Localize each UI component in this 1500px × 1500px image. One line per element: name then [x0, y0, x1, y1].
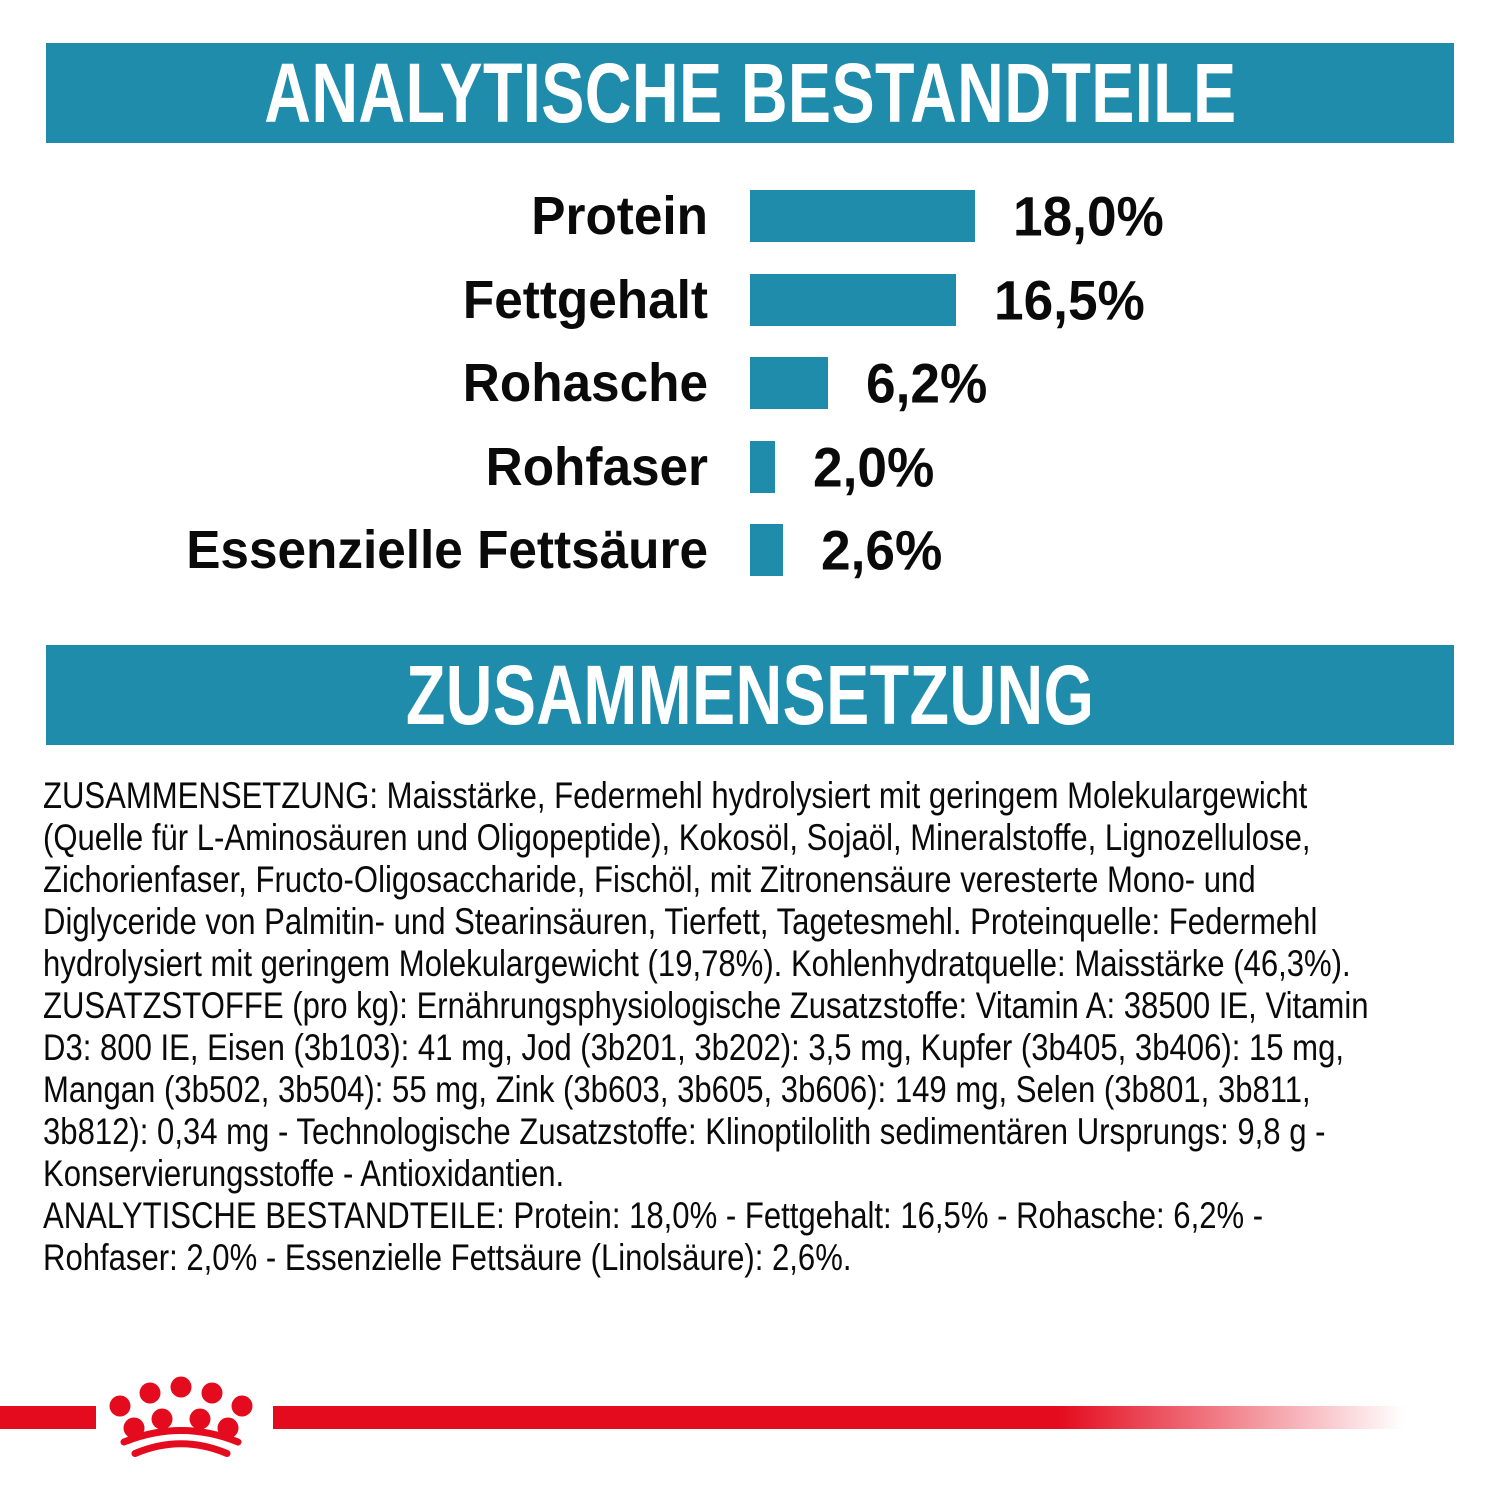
chart-label: Rohfaser	[485, 436, 708, 497]
chart-row-essential-fatty-acid: Essenzielle Fettsäure 2,6%	[0, 519, 1500, 582]
chart-bar	[750, 440, 775, 493]
chart-value: 16,5%	[994, 268, 1146, 331]
composition-title: ZUSAMMENSETZUNG	[405, 648, 1095, 742]
analytical-constituents-banner: ANALYTISCHE BESTANDTEILE	[46, 43, 1454, 143]
chart-label: Essenzielle Fettsäure	[186, 520, 708, 580]
red-stripe-left	[0, 1406, 96, 1429]
royal-canin-crown-icon	[109, 1376, 253, 1457]
chart-value: 6,2%	[865, 351, 987, 415]
chart-label: Protein	[531, 186, 708, 246]
chart-row-fibre: Rohfaser 2,0%	[0, 435, 1500, 498]
chart-bar	[750, 273, 957, 326]
composition-banner: ZUSAMMENSETZUNG	[46, 645, 1454, 745]
chart-row-ash: Rohasche 6,2%	[0, 352, 1500, 415]
chart-bar	[750, 190, 975, 242]
chart-value: 2,6%	[820, 518, 942, 582]
chart-row-protein: Protein 18,0%	[0, 185, 1500, 248]
chart-value: 2,0%	[813, 435, 935, 498]
composition-text: ZUSAMMENSETZUNG: Maisstärke, Federmehl h…	[43, 775, 1369, 1278]
chart-row-fat: Fettgehalt 16,5%	[0, 268, 1500, 331]
red-stripe-right	[273, 1406, 1463, 1429]
analytical-constituents-chart: Protein 18,0% Fettgehalt 16,5% Rohasche …	[0, 0, 1500, 645]
chart-label: Fettgehalt	[462, 269, 708, 330]
analytical-constituents-title: ANALYTISCHE BESTANDTEILE	[263, 46, 1237, 140]
chart-value: 18,0%	[1013, 184, 1164, 248]
chart-bar	[750, 357, 828, 409]
chart-label: Rohasche	[462, 353, 708, 413]
chart-bar	[750, 524, 783, 576]
